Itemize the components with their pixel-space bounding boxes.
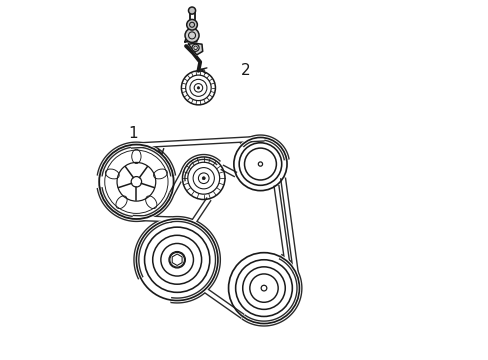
Polygon shape <box>188 43 202 55</box>
Polygon shape <box>184 32 197 42</box>
Text: 1: 1 <box>128 126 138 141</box>
Circle shape <box>192 44 199 51</box>
Text: 2: 2 <box>241 63 250 78</box>
Circle shape <box>188 7 195 14</box>
Circle shape <box>197 87 199 89</box>
Circle shape <box>184 28 199 42</box>
Circle shape <box>186 19 197 30</box>
Circle shape <box>202 177 205 180</box>
